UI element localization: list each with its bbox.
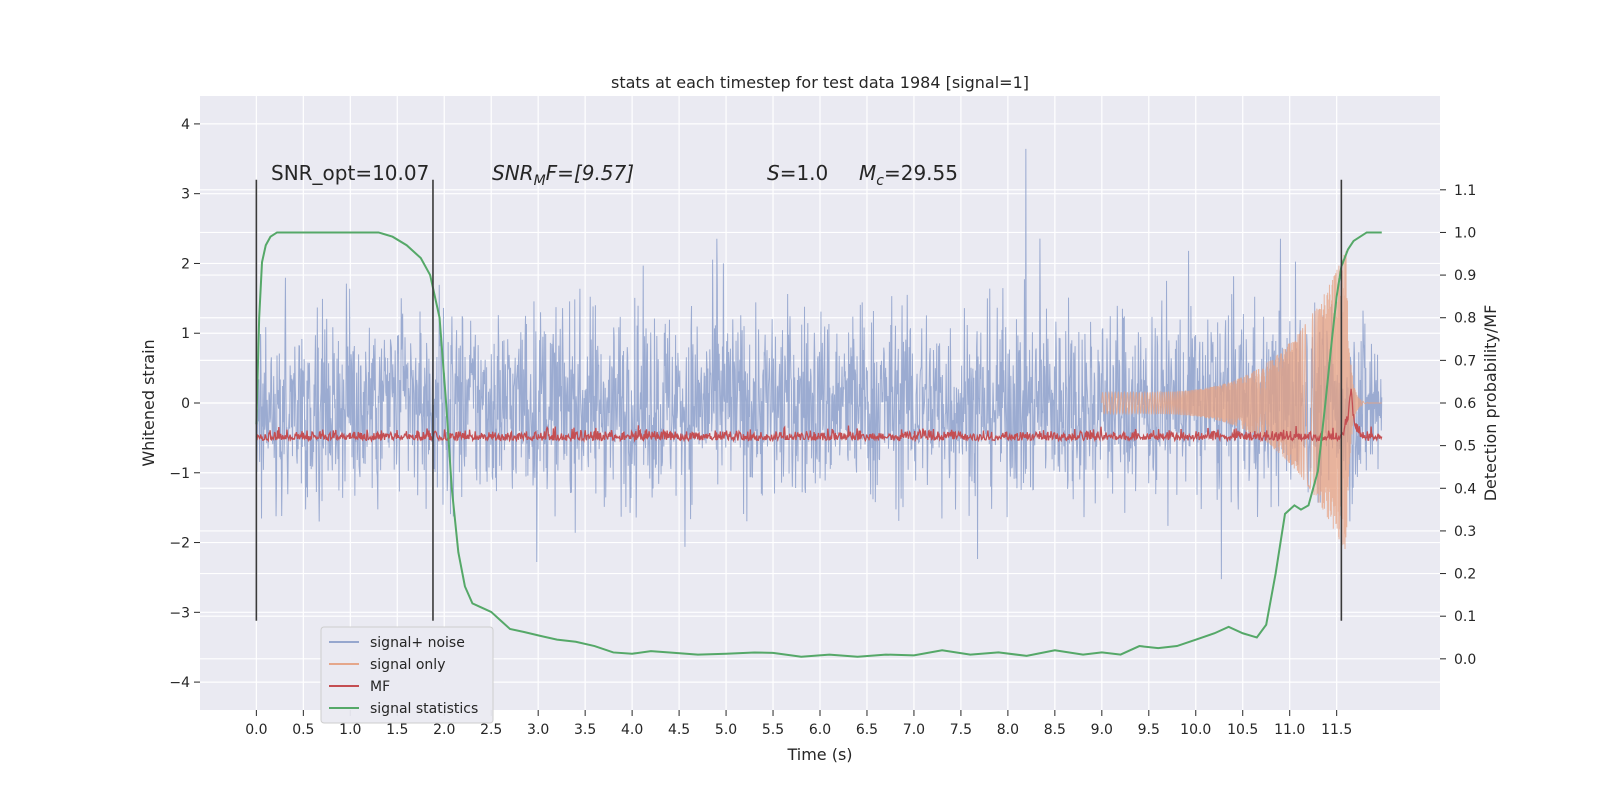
- y-tick-label: 0: [181, 396, 190, 412]
- y2-tick-label: 0.9: [1454, 268, 1476, 284]
- x-tick-label: 8.0: [997, 722, 1019, 738]
- x-tick-label: 3.5: [574, 722, 596, 738]
- x-tick-label: 11.0: [1274, 722, 1305, 738]
- series-signal-statistics: [255, 231, 1382, 658]
- y-tick-label: −3: [169, 605, 190, 621]
- series-layer: [255, 148, 1383, 658]
- annotation-subscript: c: [876, 173, 884, 189]
- x-tick-label: 0.5: [292, 722, 314, 738]
- y-tick-label: −4: [169, 675, 190, 691]
- legend-label: MF: [370, 679, 390, 695]
- x-tick-label: 7.0: [903, 722, 925, 738]
- x-tick-label: 9.5: [1138, 722, 1160, 738]
- x-tick-label: 6.0: [809, 722, 831, 738]
- legend-label: signal only: [370, 657, 445, 673]
- x-tick-label: 7.5: [950, 722, 972, 738]
- y2-tick-label: 0.1: [1454, 609, 1476, 625]
- vertical-lines: [255, 179, 1343, 621]
- annotation-value: F=[9.57]: [546, 161, 634, 185]
- x-tick-label: 4.0: [621, 722, 643, 738]
- annotation-text: Mc=29.55: [859, 161, 958, 189]
- annotation-main: M: [859, 161, 876, 185]
- annotation-main: S: [767, 161, 780, 185]
- legend-box: [320, 626, 494, 724]
- y2-tick-label: 0.7: [1454, 353, 1476, 369]
- annotation-value: =1.0: [780, 161, 829, 185]
- y2-tick-label: 1.0: [1454, 225, 1476, 241]
- y-tick-label: 2: [181, 256, 190, 272]
- y-tick-label: −2: [169, 536, 190, 552]
- x-tick-label: 3.0: [527, 722, 549, 738]
- y2-tick-label: 0.0: [1454, 652, 1476, 668]
- legend: signal+ noise signal only MF signal statist…: [320, 626, 494, 724]
- annotation-main: SNR_opt=10.07: [271, 161, 429, 185]
- chart-title: stats at each timestep for test data 198…: [611, 73, 1029, 92]
- legend-label: signal statistics: [370, 701, 478, 717]
- x-tick-label: 11.5: [1321, 722, 1352, 738]
- y2-tick-label: 0.8: [1454, 311, 1476, 327]
- x-tick-label: 8.5: [1044, 722, 1066, 738]
- x-tick-label: 1.5: [386, 722, 408, 738]
- legend-label: signal+ noise: [370, 635, 465, 651]
- grid: [200, 96, 1440, 710]
- annotation-main: SNR: [492, 161, 534, 185]
- annotation-text: S=1.0: [767, 161, 828, 185]
- y2-tick-label: 0.2: [1454, 567, 1476, 583]
- annotation-text: SNRMF=[9.57]: [492, 161, 634, 189]
- x-tick-label: 1.0: [339, 722, 361, 738]
- y-tick-label: 1: [181, 326, 190, 342]
- x-tick-label: 6.5: [856, 722, 878, 738]
- y2-axis-label: Detection probability/MF: [1481, 305, 1500, 502]
- x-tick-label: 0.0: [245, 722, 267, 738]
- series-signal-only: [1101, 251, 1382, 550]
- annotation-text: SNR_opt=10.07: [271, 161, 429, 185]
- x-tick-label: 10.5: [1227, 722, 1258, 738]
- x-tick-label: 5.5: [762, 722, 784, 738]
- series-mf: [255, 388, 1383, 443]
- y2-tick-label: 0.5: [1454, 439, 1476, 455]
- annotations: SNR_opt=10.07 SNRMF=[9.57] S=1.0 Mc=29.55: [271, 161, 958, 189]
- y2-tick-label: 0.3: [1454, 524, 1476, 540]
- y-axis-label: Whitened strain: [139, 339, 158, 466]
- y2-tick-label: 0.6: [1454, 396, 1476, 412]
- axes: 0.0 0.5 1.0 1.5 2.0 2.5 3.0 3.5 4.0 4.5 5.0 5.5 6.0 6…: [169, 117, 1476, 738]
- y-tick-label: −1: [169, 466, 190, 482]
- y2-tick-label: 0.4: [1454, 481, 1476, 497]
- x-tick-label: 5.0: [715, 722, 737, 738]
- x-tick-label: 2.5: [480, 722, 502, 738]
- annotation-subscript: M: [534, 173, 546, 189]
- x-tick-label: 10.0: [1180, 722, 1211, 738]
- y2-tick-label: 1.1: [1454, 183, 1476, 199]
- x-tick-label: 9.0: [1091, 722, 1113, 738]
- x-axis-label: Time (s): [786, 745, 852, 764]
- y-tick-label: 3: [181, 187, 190, 203]
- y-tick-label: 4: [181, 117, 190, 133]
- x-tick-label: 4.5: [668, 722, 690, 738]
- annotation-value: =29.55: [884, 161, 958, 185]
- x-tick-label: 2.0: [433, 722, 455, 738]
